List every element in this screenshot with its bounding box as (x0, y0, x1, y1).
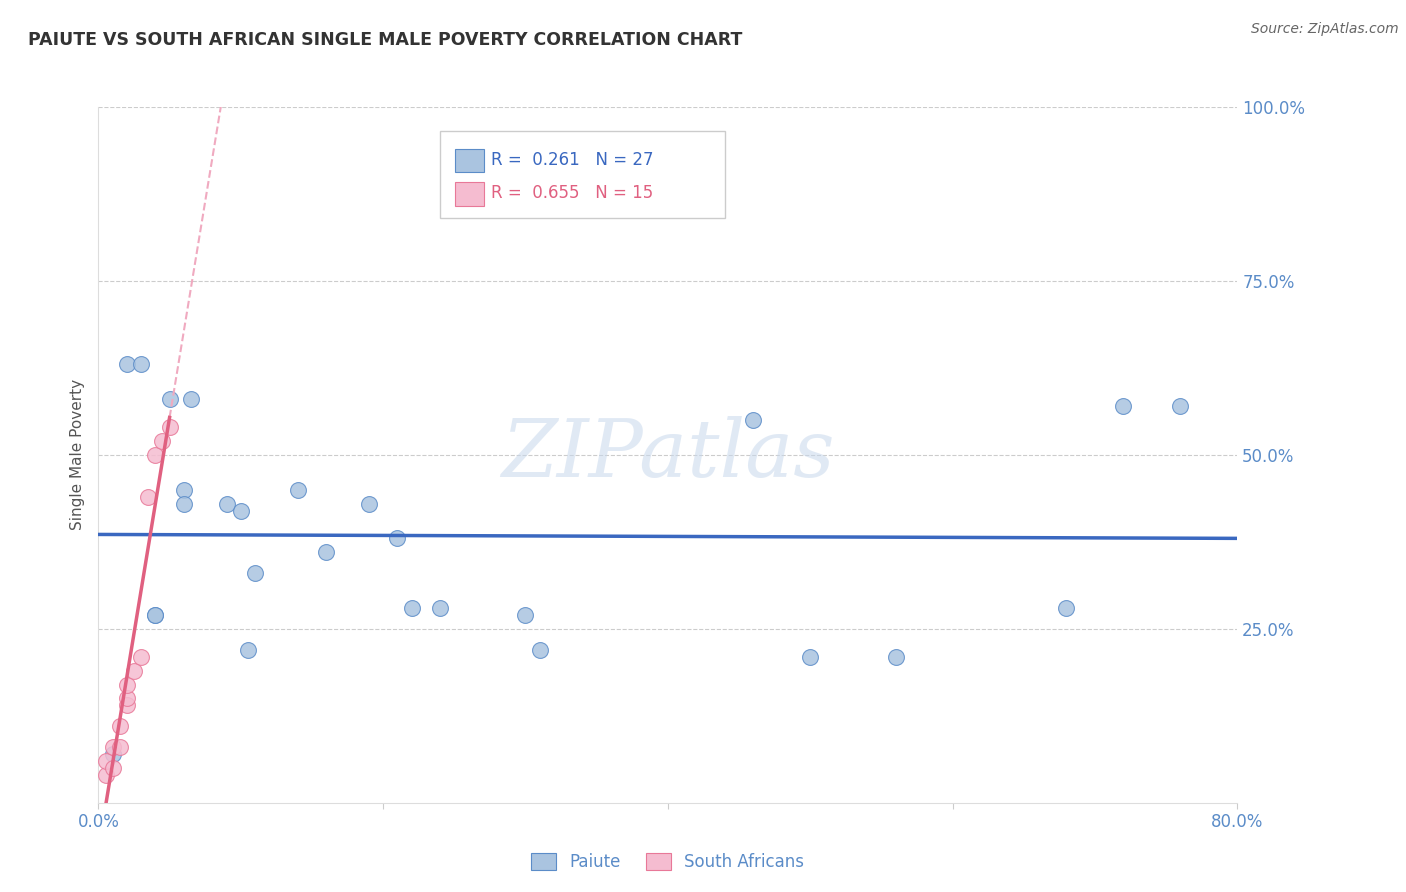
Point (122, 664, 145, 678)
Point (515, 607, 537, 622)
Point (129, 358, 152, 372)
Point (884, 649, 907, 664)
Text: R =  0.261   N = 27: R = 0.261 N = 27 (491, 151, 654, 169)
Y-axis label: Single Male Poverty: Single Male Poverty (70, 379, 86, 531)
Point (173, 497, 195, 511)
Point (152, 434, 174, 448)
Point (129, 649, 152, 664)
Point (387, 532, 409, 546)
Point (243, 566, 266, 581)
Point (1112, 399, 1135, 413)
Point (429, 601, 451, 615)
Text: Source: ZipAtlas.com: Source: ZipAtlas.com (1251, 22, 1399, 37)
FancyBboxPatch shape (456, 149, 485, 172)
Point (215, 497, 238, 511)
Point (529, 642, 551, 657)
Point (401, 601, 423, 615)
Text: PAIUTE VS SOUTH AFRICAN SINGLE MALE POVERTY CORRELATION CHART: PAIUTE VS SOUTH AFRICAN SINGLE MALE POVE… (28, 31, 742, 49)
Point (159, 420, 181, 434)
Legend: Paiute, South Africans: Paiute, South Africans (524, 847, 811, 878)
Point (357, 497, 380, 511)
Point (115, 698, 138, 713)
Point (287, 483, 309, 497)
Point (115, 358, 138, 372)
Point (145, 607, 167, 622)
Point (94, 754, 117, 768)
Point (101, 761, 124, 775)
Point (1170, 399, 1192, 413)
Point (115, 677, 138, 691)
FancyBboxPatch shape (440, 131, 725, 219)
Point (229, 503, 252, 517)
Text: R =  0.655   N = 15: R = 0.655 N = 15 (491, 185, 654, 202)
Point (145, 448, 167, 462)
Text: ZIPatlas: ZIPatlas (501, 417, 835, 493)
Point (101, 747, 124, 761)
Point (145, 607, 167, 622)
Point (159, 392, 181, 407)
Point (173, 483, 195, 497)
Point (315, 545, 337, 559)
Point (799, 649, 821, 664)
Point (115, 691, 138, 706)
Point (180, 392, 202, 407)
Point (101, 740, 124, 755)
Point (1056, 601, 1078, 615)
Point (108, 740, 131, 755)
Point (236, 642, 259, 657)
Point (742, 413, 765, 427)
Point (108, 719, 131, 733)
Point (136, 490, 159, 504)
Point (94, 768, 117, 782)
FancyBboxPatch shape (456, 182, 485, 206)
